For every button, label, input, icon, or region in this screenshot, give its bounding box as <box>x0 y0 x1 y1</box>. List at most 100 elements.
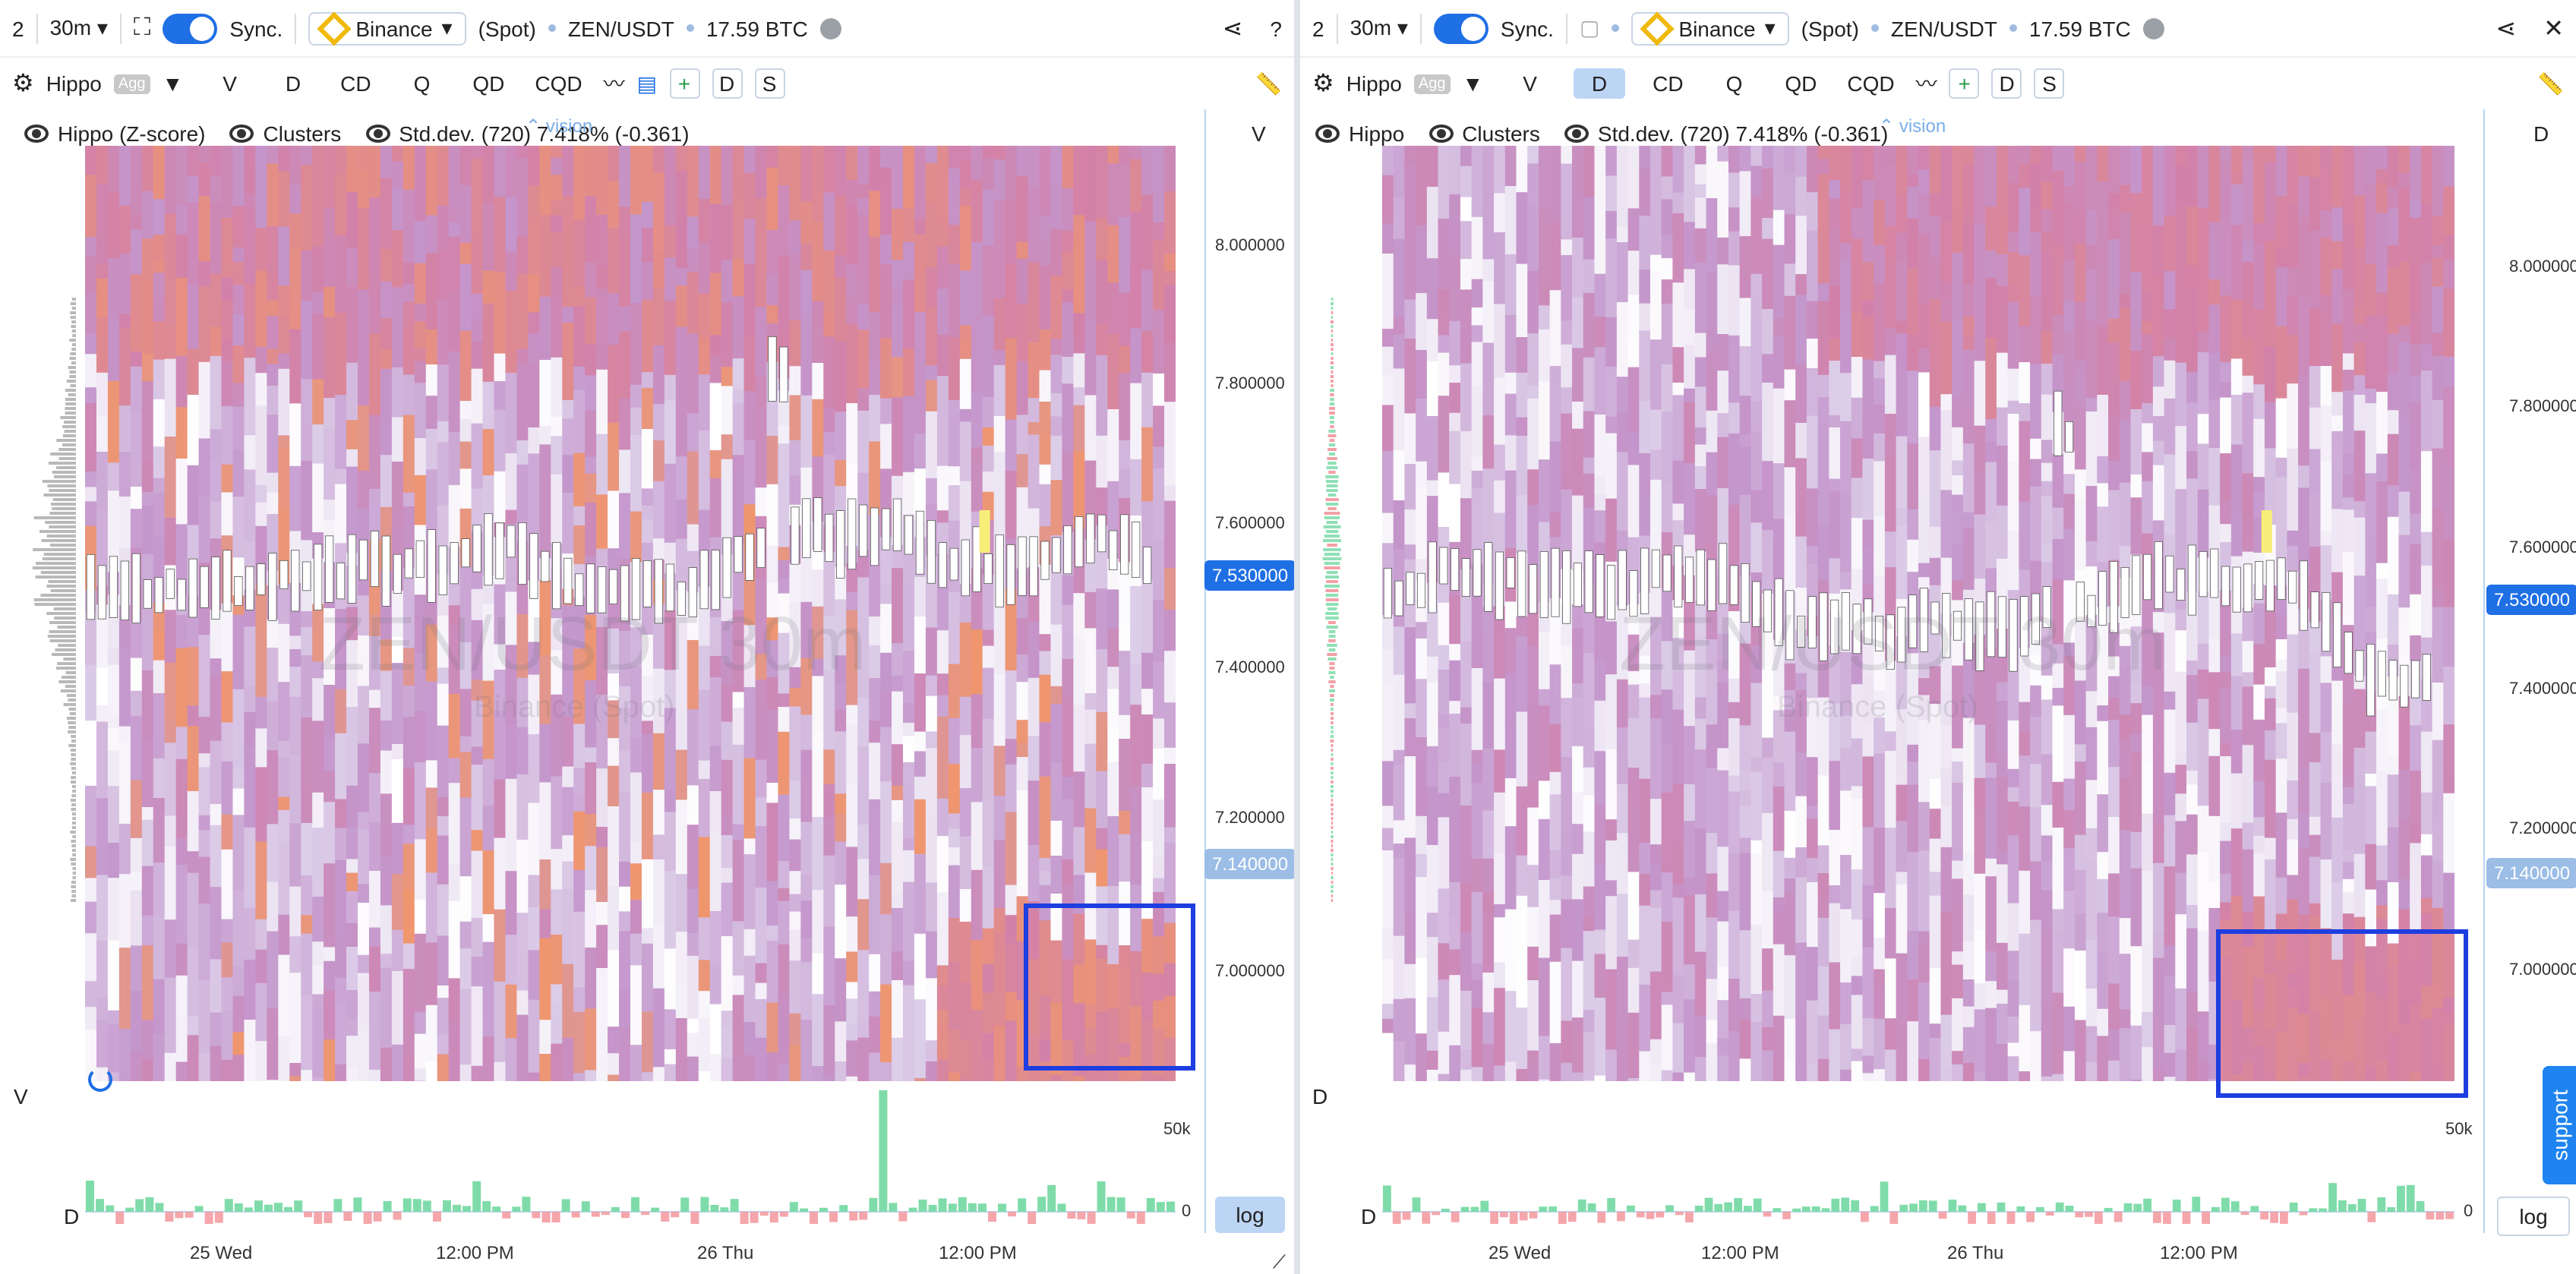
heat-cell <box>437 998 450 1036</box>
profile-bar <box>51 503 76 506</box>
heat-cell <box>1164 922 1176 964</box>
profile-bar <box>69 339 76 342</box>
resize-handle-icon[interactable]: ⟋ <box>1273 1251 1286 1272</box>
d-button[interactable]: D <box>712 68 743 99</box>
indicator-name[interactable]: Hippo <box>1346 71 1402 96</box>
mode-v-button[interactable]: V <box>1523 71 1537 96</box>
mode-q-button[interactable]: Q <box>1725 71 1743 96</box>
heat-cell <box>835 813 848 843</box>
interval-select[interactable]: 30m ▾ <box>50 15 108 41</box>
mode-cqd-button[interactable]: CQD <box>1847 71 1895 96</box>
heat-cell <box>2230 1000 2243 1076</box>
candle <box>1919 588 1928 652</box>
s-button[interactable]: S <box>754 68 785 99</box>
mode-cd-button[interactable]: CD <box>340 71 371 96</box>
legend-clusters[interactable]: Clusters <box>1428 121 1540 146</box>
heat-cell <box>1438 312 1451 336</box>
mode-qd-button[interactable]: QD <box>472 71 505 96</box>
help-button[interactable]: ? <box>1270 16 1282 40</box>
heat-cell <box>2175 793 2188 822</box>
histogram-bar <box>1968 1212 1976 1224</box>
pair-name[interactable]: ZEN/USDT <box>1890 16 1997 40</box>
line-chart-icon[interactable]: 〰 <box>1915 71 1937 96</box>
heatmap-area[interactable] <box>1382 146 2454 1081</box>
mode-qd-button[interactable]: QD <box>1785 71 1817 96</box>
mode-q-button[interactable]: Q <box>413 71 431 96</box>
heat-cell <box>2041 209 2054 234</box>
heat-cell <box>1605 498 1618 563</box>
heat-cell <box>1739 171 1752 237</box>
heat-cell <box>1561 899 1574 949</box>
close-icon[interactable]: ✕ <box>2543 16 2564 42</box>
log-scale-button[interactable]: log <box>2497 1197 2570 1236</box>
filter-icon[interactable]: ▼ <box>1462 71 1484 96</box>
panel-divider[interactable] <box>1294 0 1300 1274</box>
heat-cell <box>1616 727 1629 785</box>
s-button[interactable]: S <box>2034 68 2065 99</box>
heat-cell <box>1918 372 1930 438</box>
heat-cell <box>2063 891 2076 950</box>
interval-select[interactable]: 30m ▾ <box>1350 15 1408 41</box>
heat-cell <box>1739 446 1752 496</box>
heat-cell <box>267 648 279 702</box>
heat-cell <box>573 987 586 1013</box>
add-button[interactable]: + <box>669 68 700 99</box>
mode-d-button[interactable]: D <box>285 71 301 96</box>
mode-d-button[interactable]: D <box>1573 68 1626 99</box>
exchange-select[interactable]: Binance ▾ <box>308 11 466 46</box>
legend-hippo[interactable]: Hippo <box>1315 121 1404 146</box>
heat-cell <box>267 364 279 386</box>
exchange-select[interactable]: Binance ▾ <box>1631 11 1789 46</box>
pair-name[interactable]: ZEN/USDT <box>567 16 674 40</box>
legend-clusters[interactable]: Clusters <box>229 121 341 146</box>
log-scale-button[interactable]: log <box>1215 1197 1285 1233</box>
add-button[interactable]: + <box>1949 68 1980 99</box>
heat-cell <box>1762 461 1774 531</box>
support-button[interactable]: support <box>2543 1066 2576 1184</box>
heat-cell <box>175 809 188 839</box>
agg-badge[interactable]: Agg <box>1413 74 1451 93</box>
ruler-icon[interactable]: 📏 <box>1255 71 1282 95</box>
heat-cell <box>1817 1058 1830 1081</box>
legend-hippo-label: Hippo (Z-score) <box>58 121 206 146</box>
heat-cell <box>2220 218 2233 297</box>
d-button[interactable]: D <box>1991 68 2022 99</box>
gear-icon[interactable]: ⚙ <box>1312 71 1334 97</box>
legend-stddev[interactable]: Std.dev. (720) 7.418% (-0.361) <box>1564 121 1888 146</box>
sync-toggle[interactable] <box>163 13 218 43</box>
heat-cell <box>85 878 98 903</box>
mode-cqd-button[interactable]: CQD <box>535 71 582 96</box>
layout-number[interactable]: 2 <box>12 16 24 40</box>
heat-cell <box>1996 352 2009 408</box>
agg-badge[interactable]: Agg <box>113 74 150 93</box>
share-icon[interactable]: ⋖ <box>1222 16 1243 42</box>
heat-cell <box>1549 222 1562 292</box>
mode-v-button[interactable]: V <box>223 71 237 96</box>
legend-hippo[interactable]: Hippo (Z-score) <box>24 121 206 146</box>
heat-cell <box>1141 427 1154 503</box>
mode-cd-button[interactable]: CD <box>1653 71 1684 96</box>
profile-bar <box>72 867 76 870</box>
gear-icon[interactable]: ⚙ <box>12 71 34 97</box>
line-chart-icon[interactable]: 〰 <box>603 71 625 96</box>
legend-stddev[interactable]: Std.dev. (720) 7.418% (-0.361) <box>365 121 690 146</box>
legend-stddev-label: Std.dev. (720) 7.418% (-0.361) <box>1597 121 1889 146</box>
heatmap-area[interactable] <box>85 146 1176 1081</box>
heat-cell <box>721 1058 734 1081</box>
vision-toggle[interactable]: ⌃ vision <box>526 115 592 137</box>
indicator-name[interactable]: Hippo <box>46 71 102 96</box>
profile-bar <box>1330 402 1335 405</box>
heat-cell <box>130 837 143 872</box>
filter-icon[interactable]: ▼ <box>162 71 184 96</box>
vision-toggle[interactable]: ⌃ vision <box>1879 115 1946 137</box>
heat-cell <box>2119 830 2132 895</box>
layout-2-icon[interactable]: ▢ <box>1579 15 1600 39</box>
screenshot-icon[interactable]: ⛶ <box>133 14 151 40</box>
layout-number[interactable]: 2 <box>1312 16 1324 40</box>
heat-cell <box>925 882 939 916</box>
document-icon[interactable]: ▤ <box>636 71 658 95</box>
heat-cell <box>971 802 983 871</box>
ruler-icon[interactable]: 📏 <box>2537 71 2564 95</box>
sync-toggle[interactable] <box>1433 13 1488 43</box>
share-icon[interactable]: ⋖ <box>2496 16 2517 42</box>
